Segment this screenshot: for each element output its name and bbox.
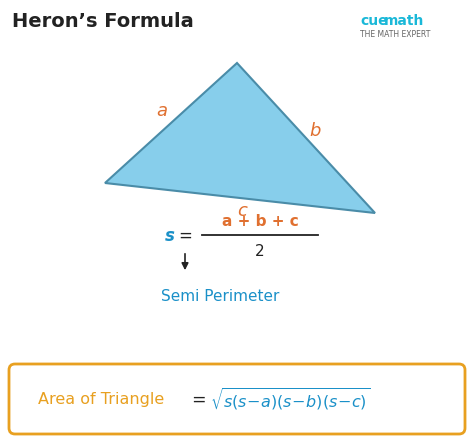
Text: a + b + c: a + b + c	[222, 214, 298, 229]
FancyBboxPatch shape	[9, 364, 465, 434]
Text: $\sqrt{s(s\!-\!a)(s\!-\!b)(s\!-\!c)}$: $\sqrt{s(s\!-\!a)(s\!-\!b)(s\!-\!c)}$	[210, 386, 370, 412]
Polygon shape	[105, 64, 375, 213]
Text: 2: 2	[255, 244, 265, 259]
Text: math: math	[384, 14, 424, 28]
Text: Semi Perimeter: Semi Perimeter	[161, 288, 279, 303]
Text: cue: cue	[360, 14, 388, 28]
Text: THE MATH EXPERT: THE MATH EXPERT	[360, 30, 430, 39]
Text: =: =	[178, 226, 192, 244]
Text: =: =	[191, 390, 205, 408]
Text: c: c	[237, 201, 247, 219]
Text: b: b	[310, 122, 321, 140]
Text: Heron’s Formula: Heron’s Formula	[12, 12, 194, 31]
Text: s: s	[165, 226, 175, 244]
Text: Area of Triangle: Area of Triangle	[38, 392, 164, 406]
Text: a: a	[156, 102, 167, 120]
